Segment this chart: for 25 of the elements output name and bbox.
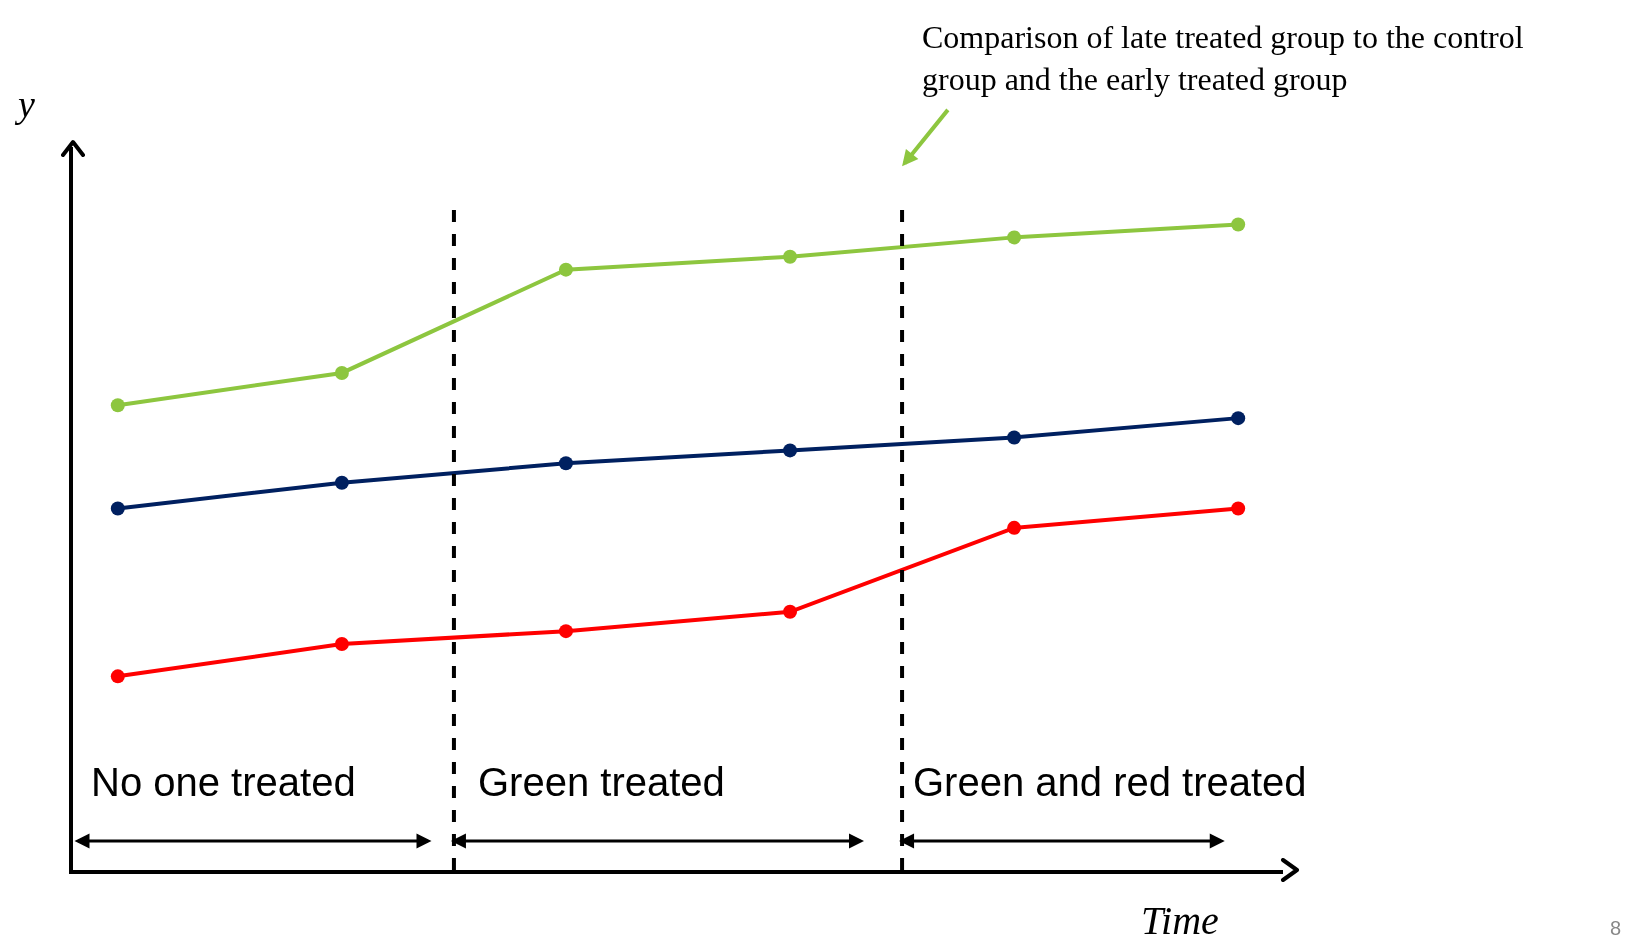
point [1231, 411, 1246, 426]
point [783, 249, 798, 264]
annotation: Green and red treated [913, 760, 1307, 804]
annotation: No one treated [91, 760, 356, 804]
text: Comparison of late treated group to the control group and the early treated group [922, 19, 1524, 97]
point [783, 443, 798, 458]
text: 8 [1610, 917, 1622, 939]
point [334, 475, 349, 490]
x-axis-title: Time [1141, 898, 1219, 943]
point [558, 262, 573, 277]
point [110, 669, 125, 684]
point [110, 398, 125, 413]
point [1231, 217, 1246, 232]
point [1007, 430, 1022, 445]
point [558, 624, 573, 639]
y-axis-title: y [14, 83, 35, 125]
point [783, 604, 798, 619]
point [334, 365, 349, 380]
point [334, 637, 349, 652]
annotation: Green treated [478, 760, 725, 804]
point [1007, 230, 1022, 245]
point [1007, 520, 1022, 535]
point [110, 501, 125, 516]
point [558, 456, 573, 471]
point [1231, 501, 1246, 516]
